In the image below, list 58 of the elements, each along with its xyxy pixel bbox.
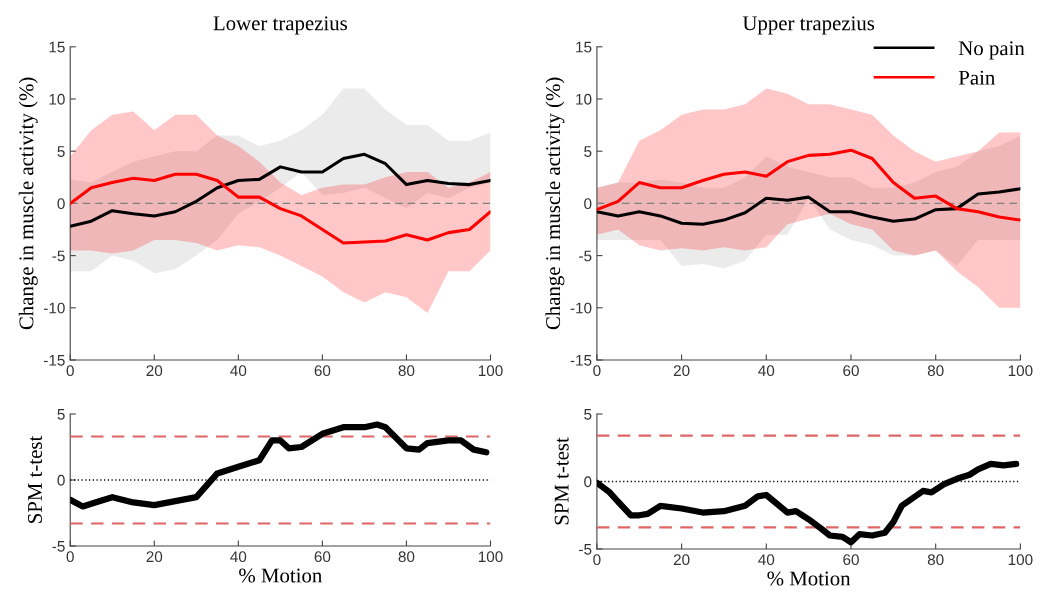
y-tick-label: 5 [584,146,592,157]
y-tick-label: -5 [579,250,592,262]
legend-label: No pain [958,41,1025,60]
x-tick-label: 40 [758,554,775,566]
x-axis-title: % Motion [239,568,323,583]
x-tick-label: 60 [314,365,331,377]
legend-label: Pain [958,70,995,85]
y-axis-title: SPM t-test [27,435,42,523]
y-tick-label: 10 [49,93,65,105]
x-tick-label: 60 [843,554,859,566]
line-series [70,152,491,228]
x-tick-label: 0 [593,365,601,377]
y-tick-label: 15 [576,41,592,53]
x-axis-title: % Motion [767,571,851,586]
y-tick-label: 5 [584,409,592,420]
x-tick-label: 40 [230,365,247,377]
x-tick-label: 60 [843,365,859,377]
y-tick-label: 5 [57,146,65,157]
y-tick-label: 0 [57,474,65,486]
x-tick-label: 80 [927,365,944,377]
y-tick-label: 15 [49,41,65,53]
chart-title: Lower trapezius [213,16,347,35]
x-tick-label: 0 [593,554,601,566]
x-tick-label: 60 [314,551,331,563]
x-tick-label: 0 [66,551,74,563]
y-tick-label: 10 [576,93,592,105]
y-tick-label: -5 [52,541,65,552]
line-series [596,187,1021,226]
x-tick-label: 100 [478,365,503,377]
y-tick-label: -15 [570,355,592,366]
x-tick-label: 40 [758,365,775,377]
x-tick-label: 0 [66,365,74,377]
y-axis-title: Change in muscle activity (%) [18,77,38,330]
x-tick-label: 80 [398,365,415,377]
y-tick-label: 0 [57,198,65,210]
y-axis-title: SPM t-test [554,437,569,525]
y-tick-label: -5 [579,544,592,555]
x-tick-label: 100 [478,551,503,563]
x-tick-label: 100 [1008,554,1033,566]
x-tick-label: 20 [673,554,690,566]
line-series [596,148,1021,222]
y-tick-label: 0 [584,476,592,488]
y-axis-title: Change in muscle activity (%) [545,77,565,330]
x-tick-label: 80 [398,551,415,563]
x-tick-label: 20 [146,365,163,377]
y-tick-label: 0 [584,198,592,210]
y-tick-label: 5 [57,409,65,420]
x-tick-label: 20 [146,551,163,563]
x-tick-label: 80 [927,554,944,566]
y-tick-label: -10 [570,302,592,314]
chart-title: Upper trapezius [742,16,875,35]
x-tick-label: 100 [1008,365,1033,377]
y-tick-label: -5 [52,250,65,262]
line-series [70,172,491,245]
x-tick-label: 40 [230,551,247,563]
y-tick-label: -10 [43,302,65,314]
y-tick-label: -15 [43,355,65,366]
x-tick-label: 20 [673,365,690,377]
